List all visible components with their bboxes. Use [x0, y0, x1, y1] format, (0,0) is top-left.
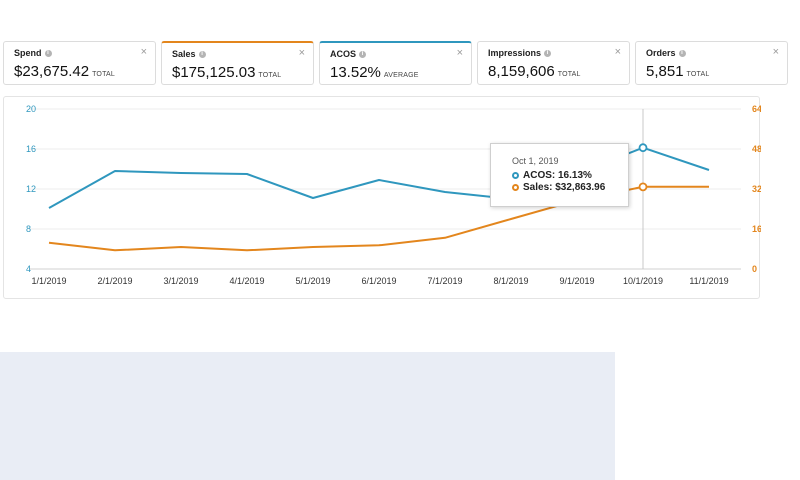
metric-value: $23,675.42: [14, 63, 90, 80]
x-tick-label: 7/1/2019: [427, 276, 462, 286]
close-icon[interactable]: ×: [456, 47, 463, 59]
metric-value-row: $23,675.42 TOTAL: [14, 63, 115, 81]
y-right-tick-label: 48k: [752, 144, 761, 154]
metric-label: ACOS i: [330, 49, 367, 59]
metric-label-text: Sales: [172, 49, 196, 59]
highlight-point-sales: [638, 182, 648, 192]
metric-card-orders[interactable]: Orders i × 5,851 TOTAL: [635, 41, 788, 85]
y-left-tick-label: 4: [26, 264, 31, 274]
y-left-tick-label: 8: [26, 224, 31, 234]
info-icon[interactable]: i: [198, 50, 206, 58]
y-right-tick-label: 32k: [752, 184, 761, 194]
close-icon[interactable]: ×: [140, 46, 147, 58]
metric-label: Orders i: [646, 48, 686, 58]
x-tick-label: 6/1/2019: [361, 276, 396, 286]
x-tick-label: 11/1/2019: [689, 276, 728, 286]
metric-card-acos[interactable]: ACOS i × 13.52% AVERAGE: [319, 41, 472, 85]
x-tick-label: 10/1/2019: [623, 276, 663, 286]
y-right-tick-label: 64k: [752, 104, 761, 114]
tooltip-row-acos: ACOS: 16.13%: [512, 170, 592, 181]
line-chart: 4 8 12 16 20 0 16k 32k 48k 64k 1/1/2019 2/1/2019 3/1…: [26, 104, 761, 286]
info-icon[interactable]: i: [678, 49, 686, 57]
chart-tooltip: Oct 1, 2019 ACOS: 16.13% Sales: $32,863.…: [490, 143, 629, 207]
metric-card-impressions[interactable]: Impressions i × 8,159,606 TOTAL: [477, 41, 630, 85]
close-icon[interactable]: ×: [772, 46, 779, 58]
metric-value: 5,851: [646, 63, 684, 80]
x-tick-label: 5/1/2019: [295, 276, 330, 286]
tooltip-row-sales: Sales: $32,863.96: [512, 182, 605, 193]
acos-marker-icon: [512, 172, 519, 179]
metric-cards: Spend i × $23,675.42 TOTAL Sales i × $175,125.03…: [0, 41, 800, 85]
metric-suffix: TOTAL: [258, 72, 282, 79]
y-left-tick-label: 12: [26, 184, 36, 194]
sales-marker-icon: [512, 184, 519, 191]
chart-panel: 4 8 12 16 20 0 16k 32k 48k 64k 1/1/2019 2/1/2019 3/1…: [3, 96, 761, 299]
empty-panel: [0, 352, 615, 480]
metric-value-row: 5,851 TOTAL: [646, 63, 709, 81]
metric-value: 8,159,606: [488, 63, 555, 80]
info-icon[interactable]: i: [44, 49, 52, 57]
tooltip-acos-text: ACOS: 16.13%: [523, 170, 592, 181]
y-right-tick-label: 0: [752, 264, 757, 274]
metric-card-sales[interactable]: Sales i × $175,125.03 TOTAL: [161, 41, 314, 85]
metric-label: Sales i: [172, 49, 206, 59]
highlight-point-acos: [638, 143, 648, 153]
y-left-tick-label: 20: [26, 104, 36, 114]
close-icon[interactable]: ×: [298, 47, 305, 59]
x-tick-label: 3/1/2019: [163, 276, 198, 286]
metric-value-row: 8,159,606 TOTAL: [488, 63, 581, 81]
tooltip-sales-text: Sales: $32,863.96: [523, 182, 606, 193]
y-left-tick-label: 16: [26, 144, 36, 154]
metric-label-text: Impressions: [488, 48, 542, 58]
x-tick-label: 2/1/2019: [97, 276, 132, 286]
metric-label-text: Orders: [646, 48, 676, 58]
metric-label-text: ACOS: [330, 49, 357, 59]
close-icon[interactable]: ×: [614, 46, 621, 58]
metric-suffix: TOTAL: [557, 71, 581, 78]
metric-value: 13.52%: [330, 64, 381, 81]
x-tick-label: 4/1/2019: [229, 276, 264, 286]
metric-suffix: TOTAL: [92, 71, 115, 78]
metric-label: Impressions i: [488, 48, 552, 58]
metric-label: Spend i: [14, 48, 52, 58]
tooltip-title: Oct 1, 2019: [512, 156, 559, 166]
metric-value-row: 13.52% AVERAGE: [330, 64, 419, 82]
info-icon[interactable]: i: [544, 49, 552, 57]
metric-value-row: $175,125.03 TOTAL: [172, 64, 281, 82]
metric-label-text: Spend: [14, 48, 42, 58]
info-icon[interactable]: i: [359, 50, 367, 58]
x-tick-label: 9/1/2019: [559, 276, 594, 286]
metric-card-spend[interactable]: Spend i × $23,675.42 TOTAL: [3, 41, 156, 85]
metric-value: $175,125.03: [172, 64, 256, 81]
metric-suffix: AVERAGE: [383, 72, 419, 79]
y-right-tick-label: 16k: [752, 224, 761, 234]
x-tick-label: 1/1/2019: [31, 276, 66, 286]
x-tick-label: 8/1/2019: [493, 276, 528, 286]
metric-suffix: TOTAL: [686, 71, 710, 78]
